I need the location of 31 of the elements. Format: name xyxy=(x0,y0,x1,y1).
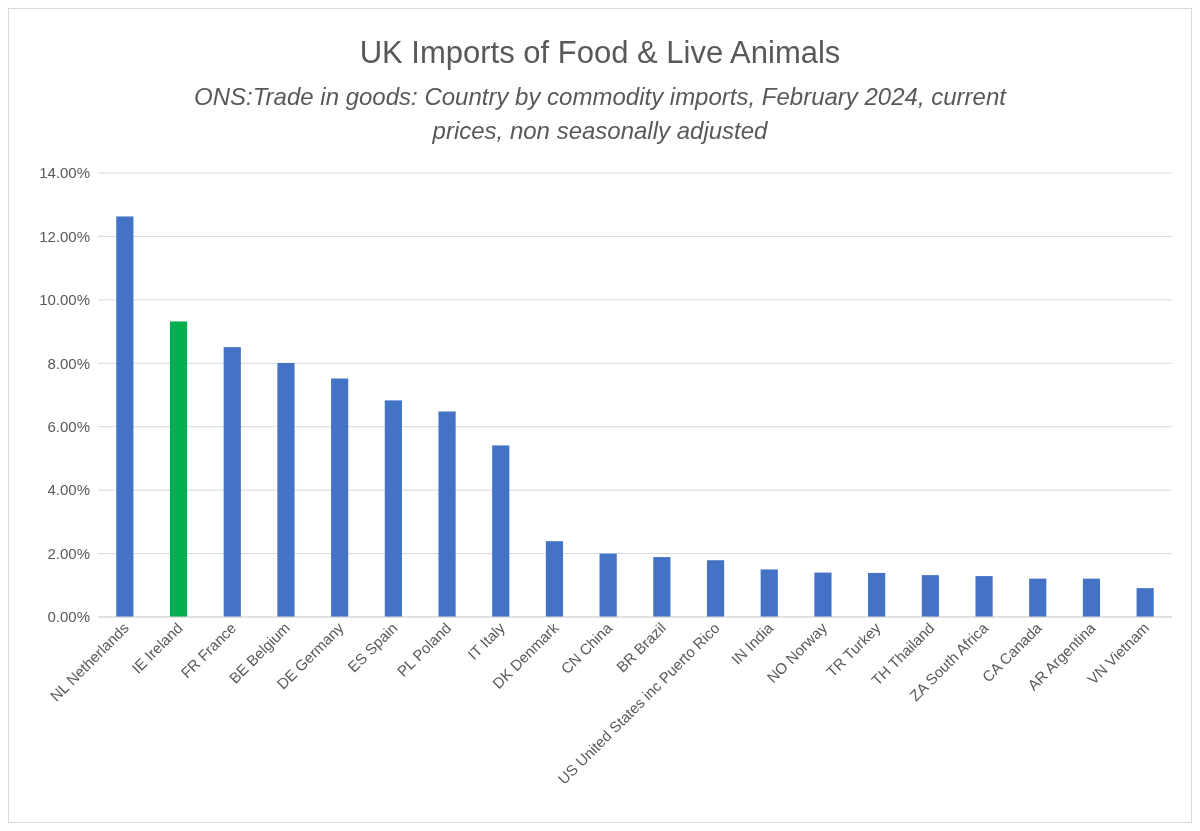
bar xyxy=(438,411,456,617)
bar xyxy=(921,575,939,617)
chart-subtitle: ONS:Trade in goods: Country by commodity imports, February 2024, current prices, non seasonally adjusted xyxy=(194,83,1008,144)
bar xyxy=(706,560,725,617)
y-tick-label: 6.00% xyxy=(47,417,90,435)
chart-title: UK Imports of Food & Live Animals xyxy=(359,35,841,70)
bar xyxy=(1136,588,1154,617)
y-tick-label: 2.00% xyxy=(47,544,90,562)
y-tick-label: 10.00% xyxy=(39,291,90,309)
y-tick-label: 12.00% xyxy=(39,227,90,245)
y-tick-label: 8.00% xyxy=(47,354,90,372)
bar xyxy=(868,572,886,617)
bar xyxy=(599,553,617,617)
bar xyxy=(545,541,564,617)
bar xyxy=(760,569,778,617)
bar xyxy=(223,347,241,617)
bar xyxy=(277,362,295,617)
bar xyxy=(116,216,134,617)
y-tick-label: 14.00% xyxy=(39,164,90,182)
bar xyxy=(1029,578,1047,617)
x-tick-label: IT Italy xyxy=(464,618,509,663)
bar xyxy=(169,321,188,617)
bar xyxy=(384,400,402,617)
bar xyxy=(1082,578,1101,617)
y-tick-label: 4.00% xyxy=(47,481,90,499)
bar xyxy=(653,557,671,617)
bar xyxy=(331,378,349,617)
bar xyxy=(492,445,510,617)
y-tick-label: 0.00% xyxy=(47,608,90,626)
bar xyxy=(814,572,832,617)
bar xyxy=(975,576,993,617)
